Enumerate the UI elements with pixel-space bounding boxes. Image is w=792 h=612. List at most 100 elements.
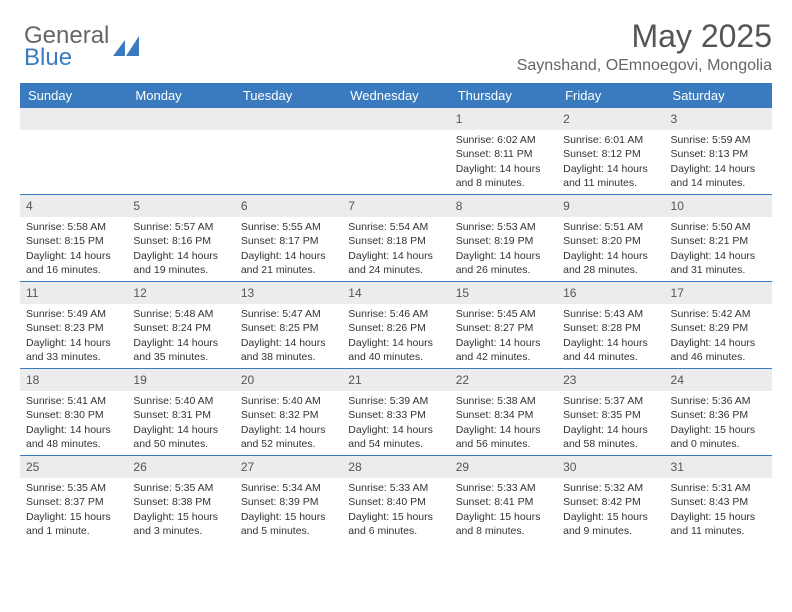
day-details: Sunrise: 5:51 AMSunset: 8:20 PMDaylight:… — [557, 217, 664, 281]
weeks-container: 1Sunrise: 6:02 AMSunset: 8:11 PMDaylight… — [20, 108, 772, 542]
day-number: 9 — [557, 195, 664, 217]
sunrise-text: Sunrise: 5:54 AM — [348, 220, 443, 234]
month-title: May 2025 — [517, 18, 772, 55]
daylight-text: Daylight: 14 hours and 28 minutes. — [563, 249, 658, 277]
sunset-text: Sunset: 8:26 PM — [348, 321, 443, 335]
day-details: Sunrise: 5:54 AMSunset: 8:18 PMDaylight:… — [342, 217, 449, 281]
sunset-text: Sunset: 8:20 PM — [563, 234, 658, 248]
sunset-text: Sunset: 8:21 PM — [671, 234, 766, 248]
day-cell: 4Sunrise: 5:58 AMSunset: 8:15 PMDaylight… — [20, 195, 127, 281]
day-details: Sunrise: 5:36 AMSunset: 8:36 PMDaylight:… — [665, 391, 772, 455]
day-cell: 21Sunrise: 5:39 AMSunset: 8:33 PMDayligh… — [342, 369, 449, 455]
day-number: 25 — [20, 456, 127, 478]
day-details: Sunrise: 5:34 AMSunset: 8:39 PMDaylight:… — [235, 478, 342, 542]
sunrise-text: Sunrise: 5:53 AM — [456, 220, 551, 234]
day-details: Sunrise: 5:31 AMSunset: 8:43 PMDaylight:… — [665, 478, 772, 542]
day-number — [342, 108, 449, 130]
daylight-text: Daylight: 14 hours and 48 minutes. — [26, 423, 121, 451]
sunrise-text: Sunrise: 6:01 AM — [563, 133, 658, 147]
day-number: 5 — [127, 195, 234, 217]
day-number: 19 — [127, 369, 234, 391]
daylight-text: Daylight: 14 hours and 35 minutes. — [133, 336, 228, 364]
daylight-text: Daylight: 14 hours and 16 minutes. — [26, 249, 121, 277]
day-details: Sunrise: 5:45 AMSunset: 8:27 PMDaylight:… — [450, 304, 557, 368]
sunset-text: Sunset: 8:41 PM — [456, 495, 551, 509]
weekday-header: Tuesday — [235, 83, 342, 108]
day-number: 13 — [235, 282, 342, 304]
day-number: 12 — [127, 282, 234, 304]
calendar: Sunday Monday Tuesday Wednesday Thursday… — [20, 83, 772, 542]
sunset-text: Sunset: 8:11 PM — [456, 147, 551, 161]
day-cell — [235, 108, 342, 194]
day-number: 30 — [557, 456, 664, 478]
daylight-text: Daylight: 14 hours and 26 minutes. — [456, 249, 551, 277]
sunset-text: Sunset: 8:31 PM — [133, 408, 228, 422]
daylight-text: Daylight: 14 hours and 11 minutes. — [563, 162, 658, 190]
sunrise-text: Sunrise: 5:40 AM — [133, 394, 228, 408]
daylight-text: Daylight: 14 hours and 40 minutes. — [348, 336, 443, 364]
day-details: Sunrise: 5:40 AMSunset: 8:31 PMDaylight:… — [127, 391, 234, 455]
sunrise-text: Sunrise: 5:57 AM — [133, 220, 228, 234]
day-cell: 12Sunrise: 5:48 AMSunset: 8:24 PMDayligh… — [127, 282, 234, 368]
sunset-text: Sunset: 8:42 PM — [563, 495, 658, 509]
sunrise-text: Sunrise: 5:34 AM — [241, 481, 336, 495]
sunset-text: Sunset: 8:17 PM — [241, 234, 336, 248]
day-number: 23 — [557, 369, 664, 391]
day-cell: 25Sunrise: 5:35 AMSunset: 8:37 PMDayligh… — [20, 456, 127, 542]
daylight-text: Daylight: 14 hours and 31 minutes. — [671, 249, 766, 277]
daylight-text: Daylight: 14 hours and 58 minutes. — [563, 423, 658, 451]
sunset-text: Sunset: 8:38 PM — [133, 495, 228, 509]
day-number: 15 — [450, 282, 557, 304]
day-number: 24 — [665, 369, 772, 391]
day-details: Sunrise: 5:38 AMSunset: 8:34 PMDaylight:… — [450, 391, 557, 455]
day-details: Sunrise: 5:48 AMSunset: 8:24 PMDaylight:… — [127, 304, 234, 368]
sunrise-text: Sunrise: 5:41 AM — [26, 394, 121, 408]
day-cell: 30Sunrise: 5:32 AMSunset: 8:42 PMDayligh… — [557, 456, 664, 542]
sunrise-text: Sunrise: 5:47 AM — [241, 307, 336, 321]
day-details: Sunrise: 5:42 AMSunset: 8:29 PMDaylight:… — [665, 304, 772, 368]
brand-text: General Blue — [24, 22, 109, 72]
daylight-text: Daylight: 14 hours and 14 minutes. — [671, 162, 766, 190]
day-number — [127, 108, 234, 130]
weekday-header: Monday — [127, 83, 234, 108]
daylight-text: Daylight: 14 hours and 46 minutes. — [671, 336, 766, 364]
day-cell: 19Sunrise: 5:40 AMSunset: 8:31 PMDayligh… — [127, 369, 234, 455]
week-row: 25Sunrise: 5:35 AMSunset: 8:37 PMDayligh… — [20, 456, 772, 542]
sunset-text: Sunset: 8:30 PM — [26, 408, 121, 422]
sunrise-text: Sunrise: 5:55 AM — [241, 220, 336, 234]
daylight-text: Daylight: 14 hours and 54 minutes. — [348, 423, 443, 451]
sunrise-text: Sunrise: 6:02 AM — [456, 133, 551, 147]
sunrise-text: Sunrise: 5:45 AM — [456, 307, 551, 321]
brand-logo: General Blue — [24, 22, 141, 72]
day-number: 20 — [235, 369, 342, 391]
daylight-text: Daylight: 14 hours and 56 minutes. — [456, 423, 551, 451]
day-number: 22 — [450, 369, 557, 391]
day-details: Sunrise: 5:59 AMSunset: 8:13 PMDaylight:… — [665, 130, 772, 194]
day-cell: 14Sunrise: 5:46 AMSunset: 8:26 PMDayligh… — [342, 282, 449, 368]
day-number — [20, 108, 127, 130]
day-cell: 20Sunrise: 5:40 AMSunset: 8:32 PMDayligh… — [235, 369, 342, 455]
sunset-text: Sunset: 8:16 PM — [133, 234, 228, 248]
day-details: Sunrise: 5:50 AMSunset: 8:21 PMDaylight:… — [665, 217, 772, 281]
logo-icon — [113, 36, 141, 61]
sunrise-text: Sunrise: 5:35 AM — [26, 481, 121, 495]
day-details: Sunrise: 5:46 AMSunset: 8:26 PMDaylight:… — [342, 304, 449, 368]
day-cell: 13Sunrise: 5:47 AMSunset: 8:25 PMDayligh… — [235, 282, 342, 368]
day-cell: 17Sunrise: 5:42 AMSunset: 8:29 PMDayligh… — [665, 282, 772, 368]
daylight-text: Daylight: 14 hours and 44 minutes. — [563, 336, 658, 364]
sunset-text: Sunset: 8:12 PM — [563, 147, 658, 161]
weekday-header: Sunday — [20, 83, 127, 108]
sunset-text: Sunset: 8:40 PM — [348, 495, 443, 509]
sunrise-text: Sunrise: 5:38 AM — [456, 394, 551, 408]
sunrise-text: Sunrise: 5:35 AM — [133, 481, 228, 495]
location-text: Saynshand, OEmnoegovi, Mongolia — [517, 57, 772, 75]
day-cell: 11Sunrise: 5:49 AMSunset: 8:23 PMDayligh… — [20, 282, 127, 368]
day-number: 28 — [342, 456, 449, 478]
daylight-text: Daylight: 15 hours and 3 minutes. — [133, 510, 228, 538]
sunrise-text: Sunrise: 5:43 AM — [563, 307, 658, 321]
sunrise-text: Sunrise: 5:46 AM — [348, 307, 443, 321]
daylight-text: Daylight: 14 hours and 8 minutes. — [456, 162, 551, 190]
daylight-text: Daylight: 15 hours and 9 minutes. — [563, 510, 658, 538]
sunset-text: Sunset: 8:28 PM — [563, 321, 658, 335]
day-cell: 31Sunrise: 5:31 AMSunset: 8:43 PMDayligh… — [665, 456, 772, 542]
